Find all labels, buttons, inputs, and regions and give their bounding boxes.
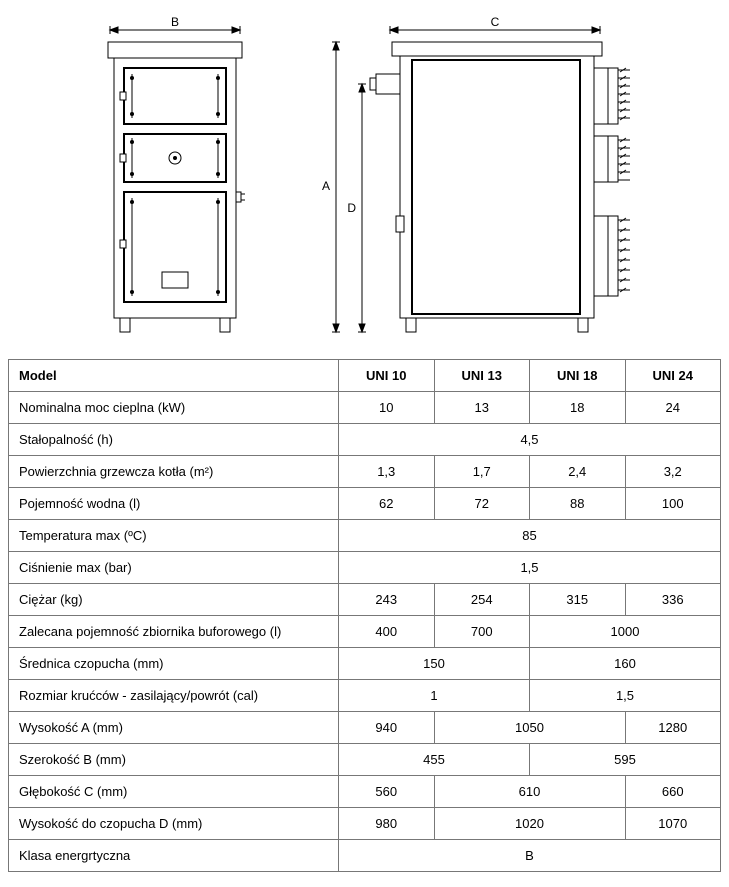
table-row: Ciężar (kg)243254315336 [9,584,721,616]
front-view-diagram: B [90,16,260,339]
row-label: Wysokość do czopucha D (mm) [9,808,339,840]
cell-value: 1,5 [339,552,721,584]
row-label: Głębokość C (mm) [9,776,339,808]
cell-value: 660 [625,776,721,808]
cell-value: 1,5 [530,680,721,712]
header-uni10: UNI 10 [339,360,435,392]
cell-value: 455 [339,744,530,776]
table-row: Nominalna moc cieplna (kW)10131824 [9,392,721,424]
cell-value: 1,7 [434,456,530,488]
cell-value: 1050 [434,712,625,744]
header-uni18: UNI 18 [530,360,626,392]
dimension-c-label: C [490,16,499,29]
cell-value: 595 [530,744,721,776]
cell-value: 980 [339,808,435,840]
dimension-a-label: A [321,179,329,193]
cell-value: 1020 [434,808,625,840]
row-label: Nominalna moc cieplna (kW) [9,392,339,424]
header-uni24: UNI 24 [625,360,721,392]
side-view-diagram: C A D [300,16,640,339]
row-label: Wysokość A (mm) [9,712,339,744]
cell-value: 1,3 [339,456,435,488]
cell-value: 336 [625,584,721,616]
cell-value: 18 [530,392,626,424]
table-row: Rozmiar krućców - zasilający/powrót (cal… [9,680,721,712]
row-label: Pojemność wodna (l) [9,488,339,520]
cell-value: 100 [625,488,721,520]
dimension-d-label: D [347,201,356,215]
row-label: Szerokość B (mm) [9,744,339,776]
row-label: Ciężar (kg) [9,584,339,616]
table-row: Klasa energrtycznaB [9,840,721,872]
cell-value: 88 [530,488,626,520]
row-label: Ciśnienie max (bar) [9,552,339,584]
table-row: Stałopalność (h)4,5 [9,424,721,456]
cell-value: 940 [339,712,435,744]
table-row: Pojemność wodna (l)627288100 [9,488,721,520]
cell-value: 700 [434,616,530,648]
cell-value: 150 [339,648,530,680]
cell-value: 13 [434,392,530,424]
table-row: Szerokość B (mm)455595 [9,744,721,776]
row-label: Temperatura max (ºC) [9,520,339,552]
cell-value: 1 [339,680,530,712]
table-row: Powierzchnia grzewcza kotła (m²)1,31,72,… [9,456,721,488]
row-label: Powierzchnia grzewcza kotła (m²) [9,456,339,488]
table-row: Ciśnienie max (bar)1,5 [9,552,721,584]
cell-value: 243 [339,584,435,616]
row-label: Rozmiar krućców - zasilający/powrót (cal… [9,680,339,712]
cell-value: 1000 [530,616,721,648]
table-row: Temperatura max (ºC)85 [9,520,721,552]
cell-value: 315 [530,584,626,616]
header-model: Model [9,360,339,392]
cell-value: 610 [434,776,625,808]
table-row: Wysokość do czopucha D (mm)98010201070 [9,808,721,840]
spec-table: Model UNI 10 UNI 13 UNI 18 UNI 24 Nomina… [8,359,721,872]
row-label: Klasa energrtyczna [9,840,339,872]
table-row: Średnica czopucha (mm)150160 [9,648,721,680]
row-label: Średnica czopucha (mm) [9,648,339,680]
row-label: Zalecana pojemność zbiornika buforowego … [9,616,339,648]
cell-value: 400 [339,616,435,648]
cell-value: 85 [339,520,721,552]
cell-value: 254 [434,584,530,616]
cell-value: B [339,840,721,872]
table-row: Wysokość A (mm)94010501280 [9,712,721,744]
cell-value: 1070 [625,808,721,840]
table-row: Głębokość C (mm)560610660 [9,776,721,808]
header-uni13: UNI 13 [434,360,530,392]
cell-value: 2,4 [530,456,626,488]
cell-value: 4,5 [339,424,721,456]
cell-value: 24 [625,392,721,424]
table-header-row: Model UNI 10 UNI 13 UNI 18 UNI 24 [9,360,721,392]
cell-value: 72 [434,488,530,520]
row-label: Stałopalność (h) [9,424,339,456]
table-row: Zalecana pojemność zbiornika buforowego … [9,616,721,648]
cell-value: 560 [339,776,435,808]
technical-diagrams: B [8,8,721,339]
cell-value: 3,2 [625,456,721,488]
cell-value: 62 [339,488,435,520]
cell-value: 10 [339,392,435,424]
cell-value: 1280 [625,712,721,744]
dimension-b-label: B [170,16,178,29]
cell-value: 160 [530,648,721,680]
